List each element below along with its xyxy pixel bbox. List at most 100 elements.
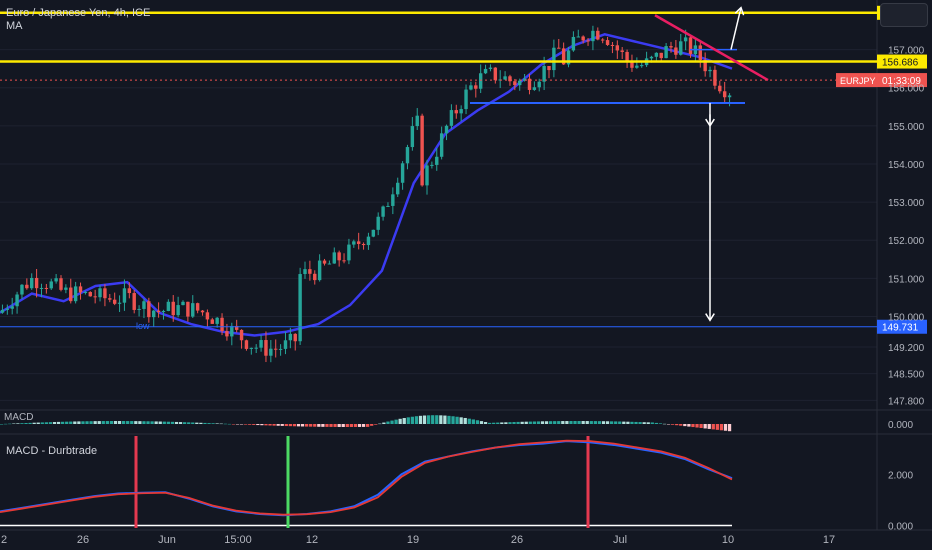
hist-bar (345, 424, 349, 427)
candle-body (454, 110, 458, 114)
candle-body (10, 306, 14, 309)
candle-body (522, 78, 527, 81)
candle-body (191, 303, 195, 317)
hist-bar (199, 422, 203, 424)
hist-bar (492, 422, 496, 424)
hist-bar (370, 424, 374, 426)
hist-bar (658, 423, 663, 424)
candle-body (342, 260, 346, 262)
hist-bar (361, 424, 366, 427)
hist-bar (455, 416, 459, 424)
hist-bar (231, 424, 236, 425)
hist-bar (374, 424, 378, 425)
candle-body (459, 109, 463, 114)
candle-body (205, 312, 210, 320)
hist-bar (341, 424, 345, 427)
candle-body (283, 340, 288, 349)
time-tick-label: 15:00 (224, 534, 252, 546)
ma-line (0, 33, 733, 337)
candle-body (518, 80, 522, 86)
candle-body (722, 91, 727, 98)
candle-body (366, 236, 371, 246)
low-annotation: low (136, 321, 150, 331)
countdown-tag (877, 73, 927, 88)
hist-bar (268, 424, 272, 426)
hist-bar (504, 422, 508, 424)
candle-body (108, 298, 112, 300)
hist-bar (585, 421, 589, 424)
macd-tick-label: 0.000 (888, 521, 913, 532)
up-arrow-head (734, 6, 745, 16)
candle-body (405, 147, 410, 164)
macd-lines (0, 436, 733, 528)
hist-bar (675, 424, 679, 426)
macd-durbtrade-label: MACD - Durbtrade (6, 445, 98, 457)
hist-bar (162, 421, 166, 424)
symbol-title[interactable]: Euro / Japanese Yen, 4h, ICE (6, 7, 151, 19)
candle-body (361, 243, 366, 246)
hist-bar (16, 423, 20, 424)
candle-body (591, 30, 595, 42)
hist-bar (146, 421, 150, 424)
time-tick-label: 26 (77, 534, 89, 546)
candle-body (171, 301, 175, 316)
candle-body (293, 333, 297, 342)
candle-body (566, 50, 571, 65)
candle-body (439, 133, 444, 157)
hist-bar (638, 422, 642, 424)
time-axis[interactable]: 2 26 Jun 15:00 12 19 26 Jul 10 17 (1, 534, 835, 546)
candle-body (630, 60, 634, 68)
hist-bar (113, 421, 118, 424)
hist-bar (524, 421, 528, 424)
candle-body (244, 340, 249, 349)
hist-bar (569, 421, 573, 424)
hist-bar (44, 422, 48, 424)
hist-bar (191, 422, 195, 424)
candle-body (386, 205, 390, 207)
candle-body (166, 301, 171, 311)
macd-histogram (0, 415, 732, 432)
panel-icon[interactable] (880, 3, 928, 27)
candle-body (376, 216, 380, 230)
candle-body (147, 301, 151, 318)
price-level-tag (877, 319, 927, 334)
hist-bar (264, 424, 268, 426)
candle-body (69, 287, 73, 302)
candle-body (176, 305, 180, 316)
hist-bar (333, 424, 337, 427)
hist-bar (422, 415, 427, 424)
candle-body (103, 288, 107, 299)
price-axis[interactable]: 157.000 156.000 155.000 154.000 153.000 152.0… (888, 46, 925, 533)
hist-bar (695, 424, 699, 428)
candle-body (703, 60, 707, 72)
hist-bar (488, 422, 492, 424)
hist-bar (353, 424, 358, 427)
moving-average (0, 33, 733, 337)
hist-bar (536, 421, 541, 424)
candle-body (420, 115, 424, 186)
candle-body (142, 301, 146, 309)
hist-bar (597, 421, 602, 424)
hist-bar (414, 416, 419, 424)
candle-body (610, 44, 615, 46)
candle-body (215, 317, 219, 324)
hist-bar (109, 421, 114, 424)
candle-body (264, 340, 268, 356)
hist-bar (671, 424, 675, 425)
candle-body (39, 287, 44, 289)
candle-body (635, 65, 639, 68)
hist-bar (0, 424, 4, 425)
countdown-text: 01:33:09 (882, 76, 921, 87)
hist-bar (634, 421, 638, 424)
candle-body (83, 292, 88, 294)
ma-legend-label[interactable]: MA (6, 20, 23, 32)
candle-body (30, 277, 34, 289)
candle-body (537, 81, 541, 88)
candle-body (542, 65, 546, 82)
hist-bar (56, 421, 61, 424)
hist-bar (292, 424, 297, 427)
hist-bar (471, 419, 475, 424)
hist-bar (418, 415, 423, 424)
hist-bar (707, 424, 711, 429)
